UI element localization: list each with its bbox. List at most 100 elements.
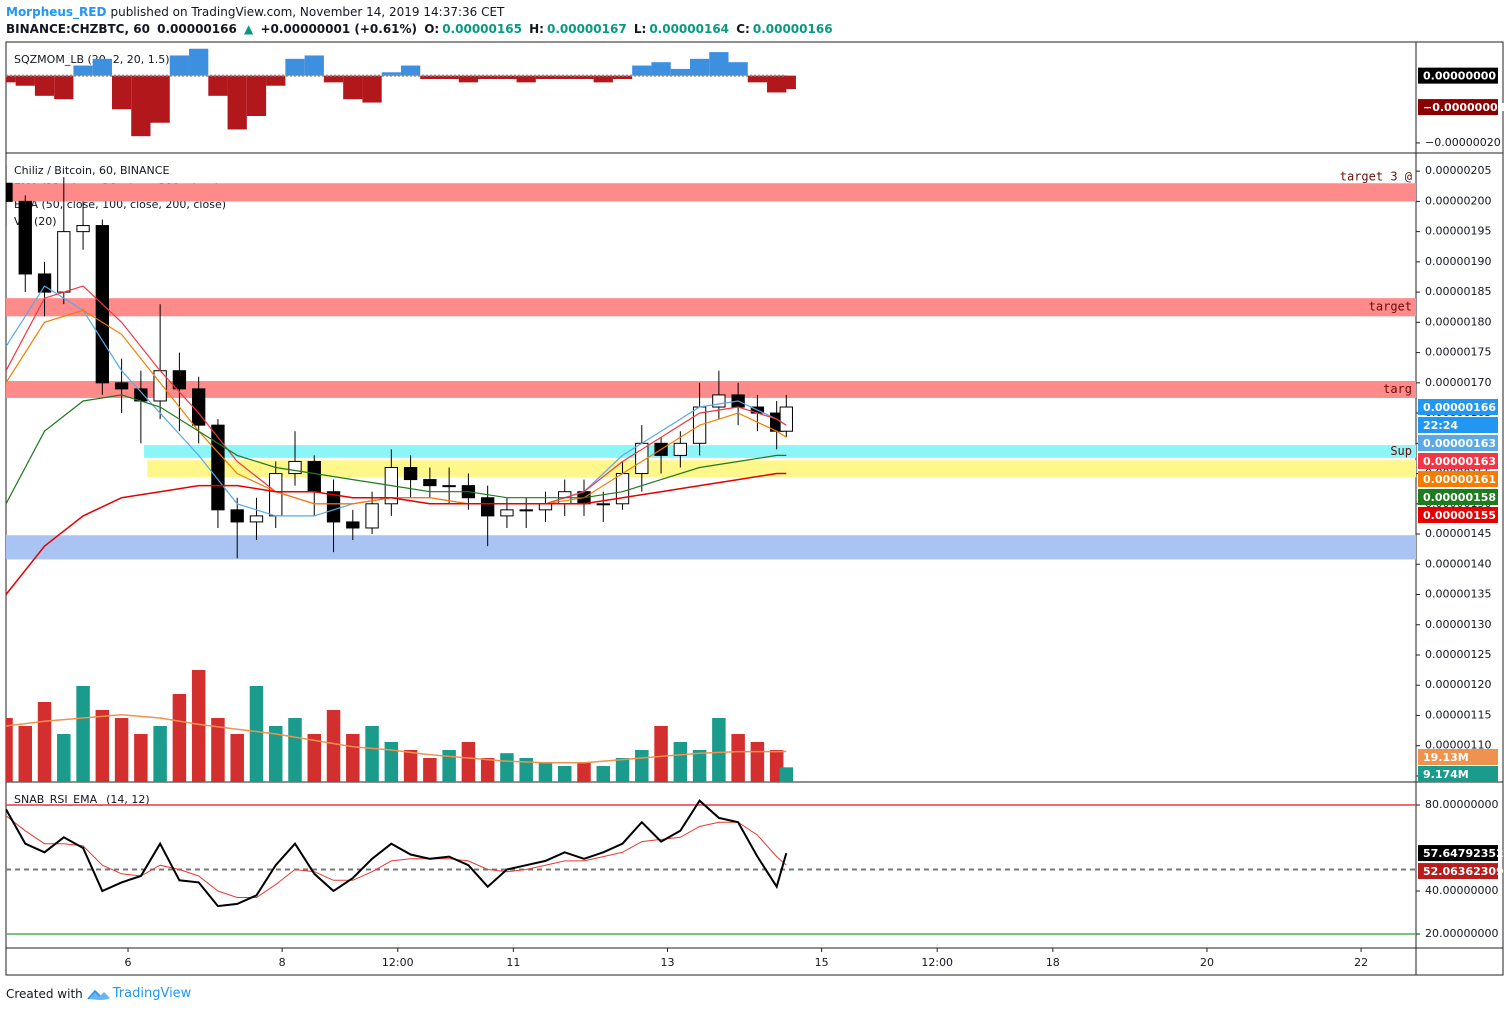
o: 0.00000165: [442, 22, 522, 36]
volume-bar: [57, 734, 71, 782]
last: 0.00000166: [157, 22, 237, 36]
volume-bar: [442, 750, 456, 782]
momentum-bar: [709, 52, 729, 76]
zone-label: target: [1369, 300, 1412, 314]
created-with: Created with: [6, 986, 83, 1001]
momentum-bar: [131, 75, 151, 137]
volume-bar: [461, 742, 476, 782]
price-label-bg: [1418, 507, 1498, 524]
momentum-bar: [458, 75, 479, 83]
zone: [6, 535, 1416, 560]
volume-bar: [172, 694, 187, 782]
candle-body: [346, 521, 360, 529]
price-label-bg: [1418, 766, 1498, 782]
y-tick-label: 0.00000180: [1425, 315, 1491, 328]
candle-body: [326, 491, 341, 523]
momentum-bar: [516, 75, 536, 83]
price-label-bg: [1418, 67, 1498, 84]
momentum-bar: [497, 75, 517, 79]
volume-bar: [577, 762, 591, 782]
ema-line: [6, 472, 787, 595]
pane-title: SQZMOM_LB (20, 2, 20, 1.5): [14, 53, 170, 66]
x-tick-label: 12:00: [382, 956, 414, 969]
price-label: 22:24: [1423, 419, 1458, 432]
volume-bar: [615, 758, 630, 782]
volume-bar: [288, 718, 302, 782]
y-tick-label: 0.00000195: [1425, 225, 1491, 238]
x-tick-label: 12:00: [921, 956, 953, 969]
candle-body: [57, 231, 71, 293]
candle-body: [423, 479, 437, 487]
price-label-bg: [1418, 749, 1498, 765]
momentum-pane: SQZMOM_LB (20, 2, 20, 1.5): [6, 48, 796, 137]
volume-bar: [779, 767, 794, 782]
volume-bar: [6, 718, 13, 782]
price-label: 57.64792352: [1423, 847, 1504, 860]
candle-body: [538, 503, 553, 511]
volume-bar: [673, 742, 688, 782]
momentum-bar: [439, 75, 459, 79]
price-label: −0.00000004: [1423, 101, 1506, 114]
price-label: 19.13M: [1423, 751, 1469, 764]
price-label: 0.00000158: [1423, 491, 1496, 504]
momentum-bar: [150, 75, 170, 123]
change: +0.00000001 (+0.61%): [260, 22, 418, 36]
momentum-bar: [73, 65, 93, 76]
candle-body: [307, 460, 321, 493]
symbol-line: BINANCE:CHZBTC, 60 0.00000166 ▲ +0.00000…: [6, 21, 836, 38]
candle-body: [192, 388, 206, 426]
volume-bar: [326, 710, 341, 782]
candle-body: [615, 473, 630, 505]
momentum-bar: [651, 62, 671, 76]
publish-line: Morpheus_RED published on TradingView.com…: [6, 4, 836, 21]
y-tick-label: 0.00000185: [1425, 285, 1491, 298]
candle-body: [673, 442, 687, 456]
candle-body: [211, 424, 225, 511]
o-label: O:: [424, 22, 440, 36]
price-label: 0.00000155: [1423, 509, 1496, 522]
volume-bar: [750, 742, 765, 782]
price-label-bg: [1418, 863, 1498, 880]
volume-bar: [191, 670, 206, 782]
h: 0.00000167: [546, 22, 627, 36]
rsi-line: [6, 815, 787, 898]
y-tick-label: 0.00000130: [1425, 618, 1491, 631]
volume-bar: [557, 766, 572, 782]
momentum-bar: [34, 75, 55, 96]
momentum-bar: [381, 72, 401, 76]
volume-ma: [6, 714, 787, 764]
momentum-bar: [747, 75, 768, 83]
volume-bar: [346, 734, 360, 782]
header: Morpheus_RED published on TradingView.com…: [6, 4, 836, 38]
candle-body: [442, 485, 456, 488]
volume-bar: [403, 750, 418, 782]
volume-bar: [76, 686, 90, 782]
published: published on TradingView.com, November 1…: [110, 5, 505, 19]
candle-body: [365, 503, 379, 529]
x-tick-label: 18: [1046, 956, 1060, 969]
momentum-bar: [323, 75, 344, 83]
volume-bar: [423, 758, 437, 782]
price-label: 0.00000161: [1423, 473, 1496, 486]
momentum-bar: [285, 58, 305, 76]
y-tick-label: 0.00000120: [1425, 678, 1491, 691]
volume-bar: [230, 734, 244, 782]
volume-bar: [37, 702, 52, 782]
momentum-bar: [632, 65, 652, 76]
volume-bar: [249, 686, 264, 782]
momentum-bar: [612, 75, 633, 79]
logo: [87, 989, 110, 1000]
candle-body: [519, 509, 533, 512]
momentum-bar: [246, 75, 267, 116]
author[interactable]: Morpheus_RED: [6, 5, 107, 19]
candle-body: [403, 467, 418, 481]
candle-body: [76, 225, 90, 233]
brand[interactable]: TradingView: [112, 986, 192, 1001]
price-label: 0.00000166: [1423, 401, 1496, 414]
arrow: ▲: [244, 22, 254, 36]
y-tick-label: 0.00000140: [1425, 557, 1491, 570]
momentum-bar: [343, 75, 363, 100]
volume-bar: [596, 766, 611, 782]
volume-bar: [654, 726, 668, 782]
